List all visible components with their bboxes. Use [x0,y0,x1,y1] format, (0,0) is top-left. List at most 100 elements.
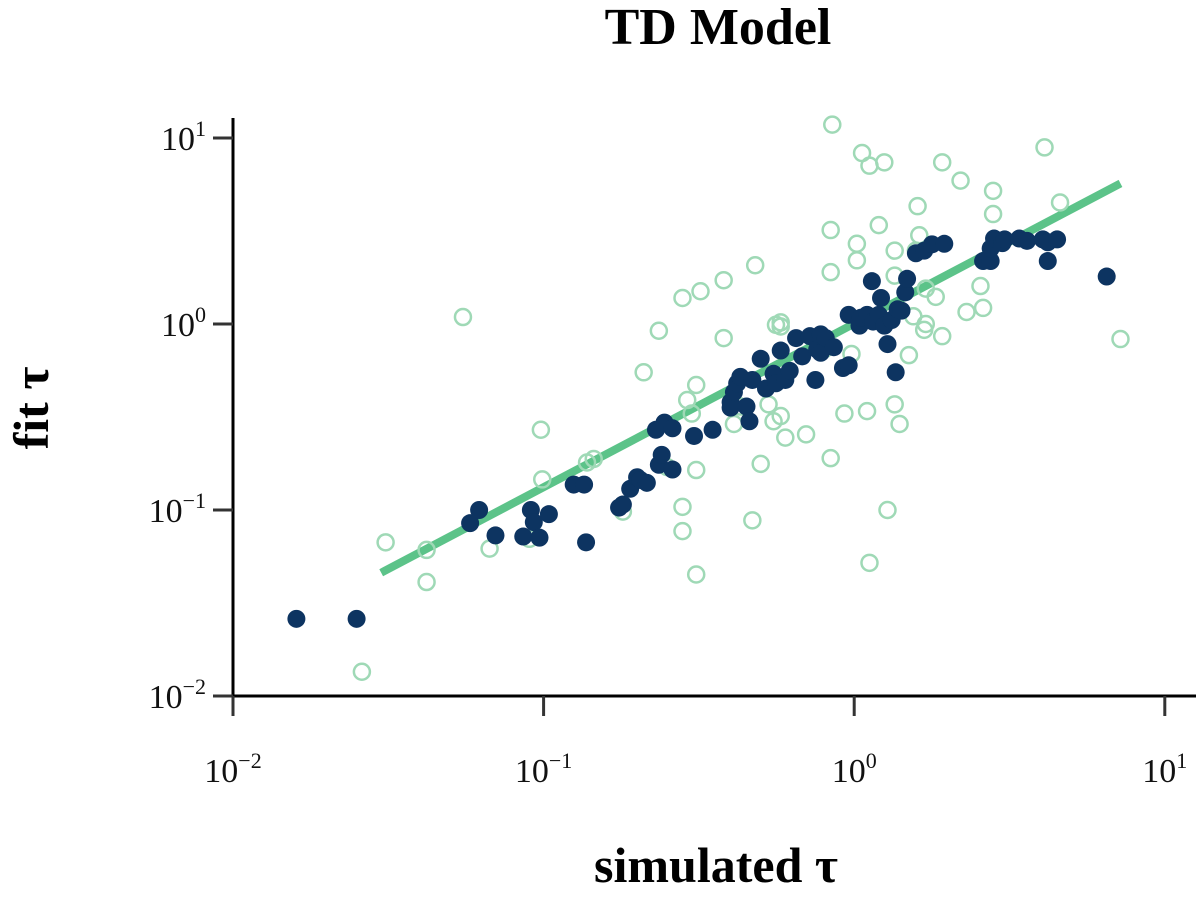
hollow-data-point [686,565,706,584]
hollow-data-point [869,215,889,235]
y-axis-title: fit τ [3,367,59,450]
hollow-data-point [691,281,710,301]
hollow-data-point [751,454,770,474]
hollow-data-point [649,321,669,340]
hollow-data-point [796,425,816,444]
hollow-data-point [926,287,945,307]
y-axis-label: fit τ [3,367,59,450]
filled-data-point [740,412,759,431]
hollow-data-point [857,401,877,421]
hollow-data-point [673,521,692,541]
hollow-data-point [821,262,840,282]
hollow-data-point [771,313,790,332]
filled-data-point [793,347,812,366]
hollow-data-point [686,375,706,395]
filled-data-point [896,283,915,302]
filled-data-point [287,609,306,628]
filled-data-point [637,473,656,492]
filled-data-point [751,349,770,368]
hollow-data-point [875,153,894,172]
hollow-points-layer [352,115,1130,682]
filled-data-point [824,338,843,357]
hollow-data-point [724,414,744,434]
filled-data-point [898,269,917,288]
filled-data-point [539,505,558,524]
filled-data-point [652,445,671,464]
hollow-data-point [352,662,372,682]
hollow-data-point [745,255,765,275]
filled-points-layer [287,229,1116,628]
hollow-data-point [743,511,762,530]
filled-data-point [771,341,790,360]
hollow-data-point [823,115,842,134]
hollow-data-point [899,345,919,365]
hollow-data-point [417,540,436,560]
hollow-data-point [973,298,993,318]
hollow-data-point [821,448,840,468]
filled-data-point [514,527,533,546]
filled-data-point [1017,231,1036,250]
filled-data-point [613,495,632,514]
filled-data-point [1038,252,1057,271]
hollow-data-point [878,500,897,520]
filled-data-point [839,356,858,375]
hollow-data-point [847,251,867,270]
hollow-data-point [885,241,904,260]
filled-data-point [737,397,756,416]
filled-data-point [524,513,543,532]
hollow-data-point [686,460,706,480]
x-tick-label: 10−2 [204,748,261,790]
axis-ticks: 10−2 10−1 100 101 10−2 10−1 100 101 [149,116,1188,790]
hollow-data-point [983,181,1003,201]
filled-data-point [575,475,594,494]
filled-data-point [663,419,682,438]
chart-title: TD Model [605,0,832,56]
hollow-data-point [890,414,909,434]
filled-data-point [995,230,1014,249]
filled-data-point [470,501,489,519]
hollow-data-point [682,404,702,423]
hollow-data-point [957,302,976,322]
filled-data-point [806,370,825,389]
hollow-data-point [971,276,990,296]
filled-data-point [787,329,806,348]
hollow-data-point [531,420,551,440]
hollow-data-point [417,572,436,592]
hollow-data-point [453,307,473,327]
hollow-data-point [821,220,840,240]
filled-data-point [935,234,954,253]
hollow-data-point [673,288,692,308]
filled-data-point [872,288,891,307]
hollow-data-point [932,326,952,346]
filled-data-point [886,363,905,382]
filled-data-point [577,533,596,552]
filled-data-point [461,514,480,533]
hollow-data-point [1035,138,1054,157]
hollow-data-point [847,234,867,254]
hollow-data-point [860,553,879,573]
hollow-data-point [714,270,733,290]
x-tick-label: 101 [1142,748,1187,790]
filled-data-point [892,301,911,320]
filled-data-point [780,361,799,380]
hollow-data-point [584,449,603,469]
hollow-data-point [771,406,790,426]
filled-data-point [663,460,682,479]
hollow-data-point [951,171,970,190]
hollow-data-point [908,196,927,216]
filled-data-point [703,420,722,439]
filled-data-point [1097,267,1116,286]
hollow-data-point [885,395,904,414]
y-tick-label: 10−2 [149,674,206,716]
hollow-data-point [673,497,692,517]
hollow-data-point [860,156,879,175]
hollow-data-point [376,533,395,552]
filled-data-point [721,398,740,417]
hollow-data-point [1050,193,1070,212]
hollow-data-point [714,328,733,348]
y-tick-label: 10−1 [149,488,206,530]
x-tick-label: 10−1 [515,748,572,790]
filled-data-point [878,335,897,354]
y-tick-label: 100 [161,302,206,344]
hollow-data-point [634,363,653,382]
